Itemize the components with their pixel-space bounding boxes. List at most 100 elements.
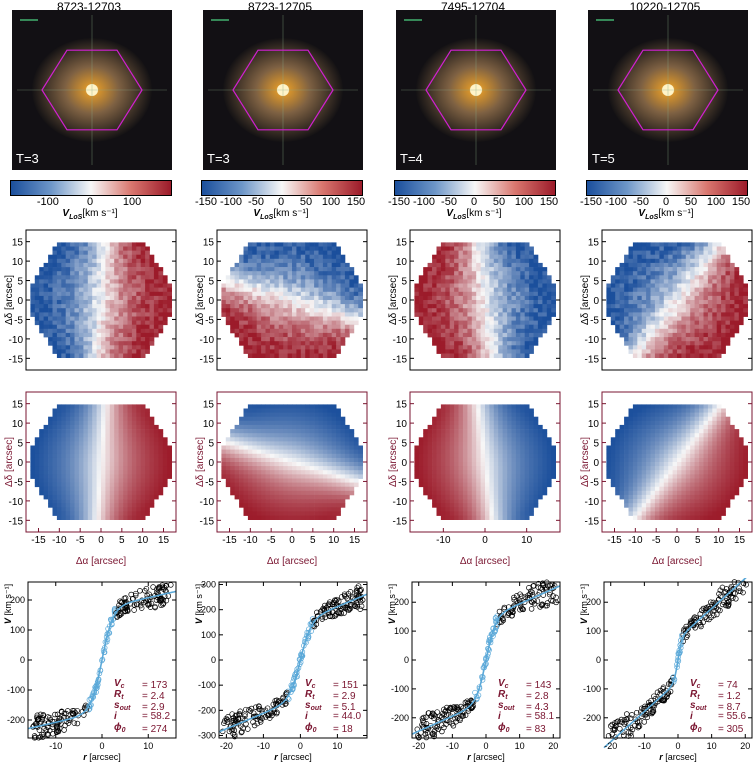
colorbar-tick: -100 — [37, 196, 59, 208]
colorbar-tick: 50 — [300, 196, 312, 208]
map-y-tick: -10 — [393, 335, 408, 346]
colorbar-tick: 50 — [685, 196, 697, 208]
data-point — [62, 728, 67, 733]
colorbar-tick: 150 — [540, 196, 558, 208]
map-y-label: Δδ [arcsec] — [580, 275, 591, 325]
rc-x-tick: 0 — [298, 741, 303, 751]
rc-y-tick: -200 — [198, 705, 216, 715]
rc-x-tick: 0 — [99, 741, 104, 751]
rc-y-tick: -100 — [7, 685, 25, 695]
colorbar-tick: -100 — [220, 196, 242, 208]
rc-x-tick: 10 — [143, 741, 153, 751]
map-x-tick: -15 — [607, 535, 622, 546]
map-y-tick: 5 — [17, 277, 23, 288]
fit-param: i= 44.0 — [305, 711, 362, 722]
map-x-tick: 5 — [119, 535, 125, 546]
rc-x-tick: -10 — [446, 741, 459, 751]
data-point — [435, 710, 440, 715]
rc-x-tick: 20 — [740, 741, 750, 751]
data-point — [529, 607, 534, 612]
colorbar-tick: 0 — [278, 196, 284, 208]
map-x-tick: -15 — [222, 535, 237, 546]
fit-param: Rt= 2.4 — [114, 689, 165, 702]
rc-x-tick: 0 — [675, 741, 680, 751]
velocity-colorbar — [10, 180, 172, 196]
rc-x-tick: -10 — [638, 741, 651, 751]
map-y-tick: -5 — [14, 477, 23, 488]
rc-x-tick: 10 — [515, 741, 525, 751]
rc-y-tick: 100 — [201, 630, 216, 640]
map-y-tick: -5 — [205, 477, 214, 488]
fit-param: ϕ0= 305 — [690, 722, 744, 735]
colorbar-tick: 0 — [663, 196, 669, 208]
rc-x-tick: -20 — [604, 741, 617, 751]
data-point — [733, 596, 738, 601]
colorbar-tick: -100 — [413, 196, 435, 208]
morph-type-label: T=3 — [207, 151, 230, 166]
map-y-label: Δδ [arcsec] — [4, 437, 15, 487]
map-x-tick: -10 — [243, 535, 258, 546]
colorbar-tick: 0 — [87, 196, 93, 208]
colorbar-tick: 100 — [322, 196, 340, 208]
fit-param: i= 55.6 — [690, 711, 747, 722]
map-x-tick: -5 — [652, 535, 661, 546]
galaxy-image: T=4 — [396, 10, 556, 170]
map-y-tick: 10 — [12, 419, 24, 430]
fit-param: i= 58.1 — [498, 711, 555, 722]
fit-param: Vc= 143 — [498, 678, 552, 691]
map-y-tick: 10 — [396, 257, 408, 268]
map-x-tick: 5 — [310, 535, 316, 546]
map-y-tick: -5 — [590, 477, 599, 488]
colorbar-tick: 0 — [471, 196, 477, 208]
velocity-colorbar — [586, 180, 748, 196]
rc-x-tick: 10 — [707, 741, 717, 751]
rc-y-tick: 0 — [20, 655, 25, 665]
map-y-tick: 15 — [396, 238, 408, 249]
map-y-tick: -15 — [585, 354, 600, 365]
rc-y-tick: -200 — [391, 713, 409, 723]
map-x-tick: 15 — [734, 535, 746, 546]
fit-param: Rt= 2.9 — [305, 689, 356, 702]
data-point — [617, 726, 622, 731]
map-y-tick: -5 — [590, 315, 599, 326]
rc-y-tick: 100 — [10, 625, 25, 635]
map-y-tick: 0 — [401, 458, 407, 469]
fit-param: Vc= 151 — [305, 678, 359, 691]
map-x-tick: 10 — [137, 535, 149, 546]
fit-param: Rt= 2.8 — [498, 689, 549, 702]
map-x-tick: 10 — [713, 535, 725, 546]
map-x-tick: -10 — [436, 535, 451, 546]
map-y-tick: -10 — [9, 335, 24, 346]
map-y-tick: 5 — [593, 439, 599, 450]
map-x-tick: 10 — [521, 535, 533, 546]
rc-y-tick: 100 — [586, 626, 601, 636]
rc-x-tick: -10 — [257, 741, 270, 751]
map-y-tick: -10 — [393, 497, 408, 508]
rc-y-tick: -100 — [583, 684, 601, 694]
galaxy-image: T=3 — [203, 10, 363, 170]
map-x-tick: 0 — [289, 535, 295, 546]
data-point — [138, 588, 143, 593]
map-y-tick: -15 — [200, 516, 215, 527]
map-y-tick: -10 — [585, 335, 600, 346]
map-y-tick: -15 — [585, 516, 600, 527]
fit-param: i= 58.2 — [114, 711, 171, 722]
colorbar-label: VLoS[km s⁻¹] — [201, 208, 361, 221]
map-y-tick: 5 — [401, 439, 407, 450]
map-y-tick: 0 — [17, 458, 23, 469]
map-y-tick: 0 — [401, 296, 407, 307]
rc-x-tick: 10 — [332, 741, 342, 751]
map-y-tick: 15 — [396, 400, 408, 411]
rc-y-tick: -200 — [7, 715, 25, 725]
galaxy-image: T=3 — [12, 10, 172, 170]
colorbar-label: VLoS[km s⁻¹] — [394, 208, 554, 221]
map-x-tick: 0 — [98, 535, 104, 546]
map-y-tick: 10 — [203, 419, 215, 430]
